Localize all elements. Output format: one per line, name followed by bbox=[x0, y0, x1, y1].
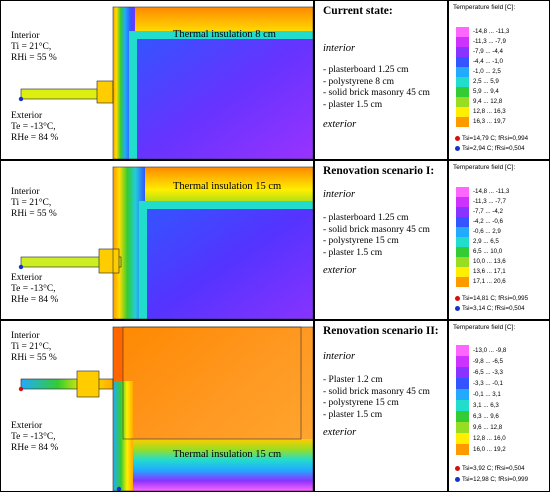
layer-item: Plaster 1.2 cm bbox=[323, 375, 430, 387]
exterior-conditions: Exterior Te = -13°C, RHe = 84 % bbox=[11, 273, 59, 305]
thermal-simulation-current: Interior Ti = 21°C, RHi = 55 % Exterior … bbox=[0, 0, 314, 160]
temperature-field-image bbox=[18, 326, 313, 491]
tsi-blue: Tsi=12,98 C; fRsi=0,999 bbox=[455, 476, 528, 483]
legend-range-labels: -14,8 ... -11,3 -11,3 ... -7,7 -7,7 ... -… bbox=[473, 188, 510, 285]
legend-renovation-2: Temperature field [C]: -13,0 ... -9,8 -9,… bbox=[448, 320, 550, 492]
panel-renovation-2: Interior Ti = 21°C, RHi = 55 % Exterior … bbox=[0, 320, 550, 492]
layer-item: polystyrene 8 cm bbox=[323, 77, 430, 89]
temperature-field-image bbox=[18, 166, 313, 319]
tsi-blue: Tsi=3,14 C; fRsi=0,504 bbox=[455, 305, 525, 312]
legend-title: Temperature field [C]: bbox=[453, 164, 516, 171]
tsi-red: Tsi=14,79 C; fRsi=0,994 bbox=[455, 135, 528, 142]
interior-conditions: Interior Ti = 21°C, RHi = 55 % bbox=[11, 331, 57, 363]
layer-item: plasterboard 1.25 cm bbox=[323, 213, 430, 225]
legend-title: Temperature field [C]: bbox=[453, 4, 516, 11]
insulation-label: Thermal insulation 15 cm bbox=[173, 449, 282, 460]
insulation-label: Thermal insulation 15 cm bbox=[173, 181, 282, 192]
scenario-title: Current state: bbox=[323, 5, 393, 17]
legend-range-labels: -14,8 ... -11,3 -11,3 ... -7,9 -7,9 ... -… bbox=[473, 28, 510, 125]
panel-current-state: Interior Ti = 21°C, RHi = 55 % Exterior … bbox=[0, 0, 550, 160]
legend-current: Temperature field [C]: -14,8 ... -11,3 -1… bbox=[448, 0, 550, 160]
layer-item: plaster 1.5 cm bbox=[323, 100, 430, 112]
insulation-label: Thermal insulation 8 cm bbox=[173, 29, 276, 40]
legend-range-labels: -13,0 ... -9,8 -9,8 ... -6,5 -6,5 ... -3,… bbox=[473, 347, 507, 453]
interior-conditions: Interior Ti = 21°C, RHi = 55 % bbox=[11, 31, 57, 63]
thermal-simulation-renovation-1: Interior Ti = 21°C, RHi = 55 % Exterior … bbox=[0, 160, 314, 320]
temperature-field-image bbox=[18, 6, 313, 159]
exterior-conditions: Exterior Te = -13°C, RHe = 84 % bbox=[11, 421, 59, 453]
layer-item: polystyrene 15 cm bbox=[323, 398, 430, 410]
legend-title: Temperature field [C]: bbox=[453, 324, 516, 331]
scenario-title: Renovation scenario II: bbox=[323, 325, 439, 337]
interior-side-label: interior bbox=[323, 189, 356, 200]
interior-side-label: interior bbox=[323, 43, 356, 54]
blue-marker-icon bbox=[455, 476, 460, 482]
description-renovation-1: Renovation scenario I: interior plasterb… bbox=[314, 160, 448, 320]
layer-item: solid brick masonry 45 cm bbox=[323, 387, 430, 399]
scenario-title: Renovation scenario I: bbox=[323, 165, 435, 177]
interior-side-label: interior bbox=[323, 351, 356, 362]
panel-renovation-1: Interior Ti = 21°C, RHi = 55 % Exterior … bbox=[0, 160, 550, 320]
description-renovation-2: Renovation scenario II: interior Plaster… bbox=[314, 320, 448, 492]
thermal-simulation-renovation-2: Interior Ti = 21°C, RHi = 55 % Exterior … bbox=[0, 320, 314, 492]
legend-color-bar bbox=[456, 345, 469, 455]
red-marker-icon bbox=[455, 465, 460, 471]
layer-list: Plaster 1.2 cm solid brick masonry 45 cm… bbox=[323, 375, 430, 421]
tsi-blue: Tsi=2,94 C; fRsi=0,504 bbox=[455, 145, 525, 152]
red-marker-icon bbox=[455, 295, 460, 301]
red-marker-icon bbox=[455, 135, 460, 141]
description-current: Current state: interior plasterboard 1.2… bbox=[314, 0, 448, 160]
exterior-side-label: exterior bbox=[323, 119, 357, 130]
layer-item: plaster 1.5 cm bbox=[323, 248, 430, 260]
layer-item: polystyrene 15 cm bbox=[323, 236, 430, 248]
exterior-side-label: exterior bbox=[323, 427, 357, 438]
layer-item: plaster 1.5 cm bbox=[323, 410, 430, 422]
layer-item: plasterboard 1.25 cm bbox=[323, 65, 430, 77]
blue-marker-icon bbox=[455, 145, 460, 151]
layer-item: solid brick masonry 45 cm bbox=[323, 88, 430, 100]
layer-list: plasterboard 1.25 cm solid brick masonry… bbox=[323, 213, 430, 259]
blue-marker-icon bbox=[455, 305, 460, 311]
tsi-red: Tsi=3,92 C; fRsi=0,504 bbox=[455, 465, 525, 472]
exterior-conditions: Exterior Te = -13°C, RHe = 84 % bbox=[11, 111, 59, 143]
interior-conditions: Interior Ti = 21°C, RHi = 55 % bbox=[11, 187, 57, 219]
legend-color-bar bbox=[456, 27, 469, 127]
layer-item: solid brick masonry 45 cm bbox=[323, 225, 430, 237]
legend-color-bar bbox=[456, 187, 469, 287]
tsi-red: Tsi=14,81 C; fRsi=0,995 bbox=[455, 295, 528, 302]
layer-list: plasterboard 1.25 cm polystyrene 8 cm so… bbox=[323, 65, 430, 111]
exterior-side-label: exterior bbox=[323, 265, 357, 276]
legend-renovation-1: Temperature field [C]: -14,8 ... -11,3 -1… bbox=[448, 160, 550, 320]
